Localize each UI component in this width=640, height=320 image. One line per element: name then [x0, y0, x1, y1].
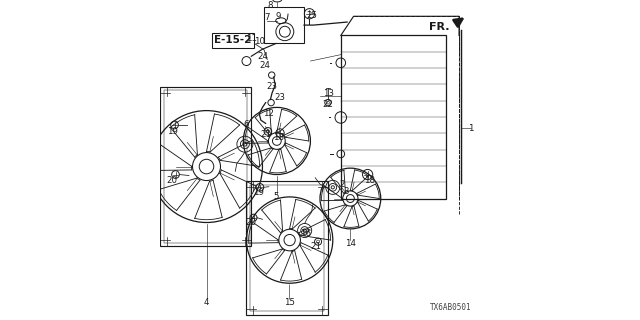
Text: 14: 14 — [345, 239, 356, 248]
Bar — [264, 7, 304, 44]
Text: 20: 20 — [167, 176, 178, 185]
Text: 19: 19 — [167, 127, 178, 136]
Text: 8: 8 — [268, 1, 273, 10]
Text: TX6AB0501: TX6AB0501 — [430, 303, 472, 312]
Text: 24: 24 — [259, 61, 271, 70]
Text: 6: 6 — [243, 121, 248, 130]
Text: 23: 23 — [274, 93, 285, 102]
Text: 18: 18 — [364, 176, 375, 185]
Text: 10: 10 — [253, 37, 265, 46]
Bar — [160, 87, 252, 246]
Text: 2: 2 — [339, 180, 344, 188]
Bar — [164, 91, 248, 243]
Text: 13: 13 — [323, 89, 335, 98]
Text: 22: 22 — [322, 100, 333, 109]
Text: 23: 23 — [266, 82, 277, 91]
Text: 20: 20 — [245, 218, 256, 227]
Bar — [250, 185, 324, 311]
Text: 21: 21 — [310, 242, 322, 251]
Bar — [340, 36, 446, 198]
Text: FR.: FR. — [429, 21, 449, 32]
Text: 11: 11 — [246, 34, 257, 43]
Text: 1: 1 — [468, 124, 474, 133]
Text: 3: 3 — [344, 187, 349, 196]
Text: 24: 24 — [257, 52, 269, 61]
Text: 25: 25 — [306, 11, 317, 20]
Text: 15: 15 — [284, 298, 295, 307]
Text: 19: 19 — [253, 188, 264, 196]
Text: 7: 7 — [264, 13, 269, 22]
Text: 5: 5 — [274, 192, 279, 201]
Bar — [246, 181, 328, 315]
Text: 12: 12 — [262, 109, 274, 118]
Text: 18: 18 — [273, 133, 284, 142]
Text: 4: 4 — [204, 298, 209, 307]
Text: E-15-2: E-15-2 — [214, 35, 252, 45]
Text: 9: 9 — [275, 12, 280, 21]
Text: 16: 16 — [300, 229, 311, 238]
Text: 21: 21 — [260, 130, 271, 139]
